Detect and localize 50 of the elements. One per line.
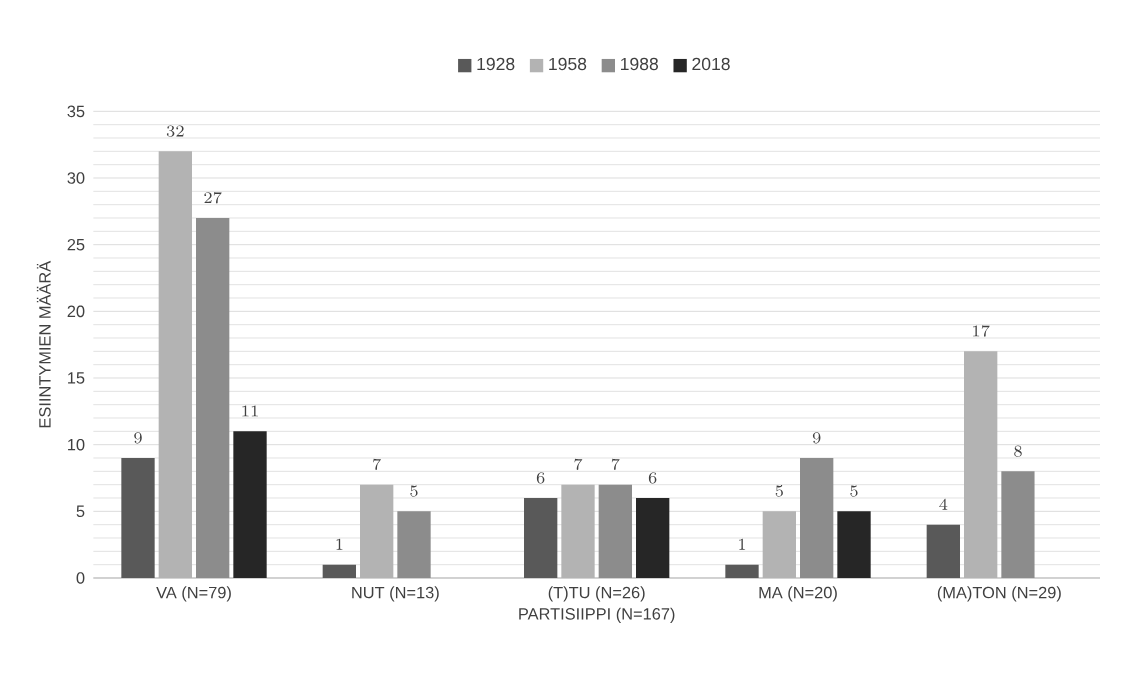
data-label: 1 (336, 539, 343, 550)
data-label: 6 (648, 472, 657, 484)
bar (725, 564, 759, 579)
y-tick-label: 35 (67, 105, 85, 118)
legend-label: 1958 (549, 57, 587, 71)
bar (636, 498, 670, 579)
bar (322, 564, 357, 579)
data-label: 7 (611, 458, 620, 471)
legend-label: 2018 (692, 57, 730, 71)
data-label: 8 (1014, 445, 1022, 457)
data-label: 5 (410, 485, 418, 497)
data-label: 5 (850, 485, 858, 497)
y-tick-label: 10 (68, 439, 85, 451)
x-tick-label: (MA)TON (N=29) (937, 586, 1061, 602)
bar (524, 498, 558, 579)
bar (196, 218, 230, 579)
x-tick-label: NUT (N=13) (352, 586, 439, 602)
x-tick-label: (T)TU (N=26) (548, 586, 645, 602)
y-tick-label: 30 (67, 172, 85, 184)
y-tick-label: 25 (67, 239, 85, 251)
bar (397, 511, 431, 579)
data-label: 17 (973, 325, 990, 337)
bar (926, 524, 961, 579)
y-tick-label: 0 (76, 572, 85, 584)
data-label: 27 (204, 192, 222, 204)
legend-label: 1928 (477, 57, 515, 71)
bar (121, 458, 155, 579)
bar (800, 458, 834, 579)
data-label: 7 (574, 458, 583, 471)
data-label: 9 (812, 432, 821, 444)
y-tick-label: 5 (76, 505, 85, 518)
data-label: 32 (166, 125, 184, 137)
x-tick-label: MA (N=20) (759, 586, 837, 602)
data-label: 6 (536, 472, 545, 484)
x-tick-label: VA (N=79) (156, 586, 231, 602)
bar (233, 431, 267, 579)
legend-label: 1988 (621, 57, 659, 71)
data-label: 1 (739, 539, 746, 550)
bar (1001, 471, 1035, 579)
data-label: 4 (939, 498, 948, 510)
y-tick-label: 20 (67, 305, 85, 318)
data-label: 5 (775, 485, 783, 497)
bar (837, 511, 871, 579)
bar (598, 484, 633, 579)
data-label: 7 (373, 458, 381, 471)
x-axis-title: PARTISIIPPI (N=167) (519, 607, 675, 624)
data-label: 11 (242, 405, 258, 417)
y-axis-title: ESIINTYMIEN MÄÄRÄ (36, 261, 51, 428)
data-label: 9 (134, 432, 142, 444)
y-tick-label: 15 (68, 372, 85, 384)
